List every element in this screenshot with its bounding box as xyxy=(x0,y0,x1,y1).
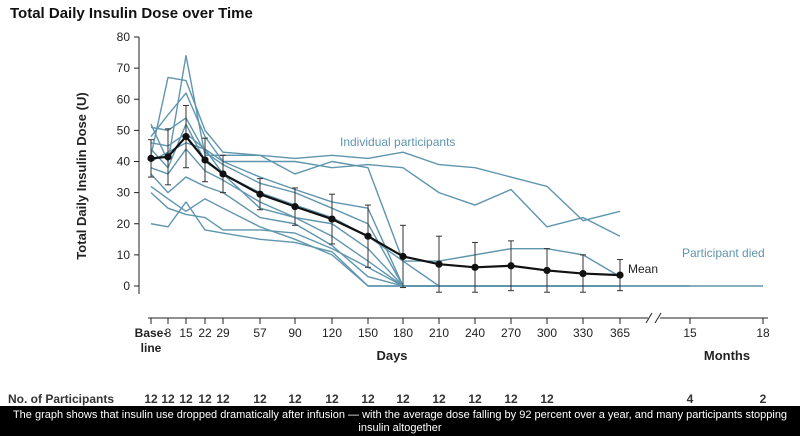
y-tick-label: 30 xyxy=(117,186,131,200)
y-tick-label: 0 xyxy=(123,279,130,293)
annotation-participant-died: Participant died xyxy=(682,246,765,260)
x-tick-label: 210 xyxy=(429,326,449,340)
mean-point xyxy=(256,190,264,198)
annotation-mean: Mean xyxy=(628,262,658,276)
x-tick-label: 180 xyxy=(393,326,413,340)
annotation-individual-participants: Individual participants xyxy=(340,135,455,149)
participants-count: 4 xyxy=(686,392,694,406)
x-tick-label: 15 xyxy=(683,326,697,340)
x-axis-label-months: Months xyxy=(704,348,750,363)
x-tick-label: 120 xyxy=(322,326,342,340)
x-tick-label: Base-line xyxy=(135,326,168,355)
individual-participant-line xyxy=(150,92,763,287)
mean-point xyxy=(291,203,299,211)
participants-count: 12 xyxy=(540,392,554,406)
x-tick-label: 300 xyxy=(537,326,557,340)
participants-row-label: No. of Participants xyxy=(8,392,115,406)
participants-count: 12 xyxy=(288,392,302,406)
participants-count: 12 xyxy=(504,392,518,406)
mean-point xyxy=(543,266,551,275)
participants-count: 12 xyxy=(396,392,410,406)
caption-bar: The graph shows that insulin use dropped… xyxy=(0,406,800,436)
x-axis-label-days: Days xyxy=(376,348,407,363)
individual-participant-line xyxy=(150,117,620,287)
axis-break-mark xyxy=(645,312,653,324)
mean-point xyxy=(328,215,336,223)
mean-point xyxy=(219,170,227,178)
participants-count: 12 xyxy=(144,392,158,406)
x-tick-label: 270 xyxy=(501,326,521,340)
mean-point xyxy=(164,153,172,161)
x-tick-label: 18 xyxy=(756,326,770,340)
individual-participant-line xyxy=(150,76,621,278)
individual-series-group xyxy=(150,54,763,287)
participants-count: 12 xyxy=(361,392,375,406)
participants-count: 12 xyxy=(253,392,267,406)
axis-break-mark xyxy=(654,312,662,324)
mean-point xyxy=(201,156,209,164)
x-tick-label: 57 xyxy=(253,326,267,340)
participants-count: 2 xyxy=(759,392,767,406)
x-tick-label: 15 xyxy=(179,326,193,340)
participants-count: 12 xyxy=(198,392,212,406)
x-tick-label: 240 xyxy=(465,326,485,340)
x-tick-label: 330 xyxy=(573,326,593,340)
y-tick-label: 20 xyxy=(117,217,131,231)
mean-series-group xyxy=(147,104,624,293)
mean-point xyxy=(399,252,407,261)
y-tick-label: 70 xyxy=(117,61,131,75)
participants-count: 12 xyxy=(216,392,230,406)
x-tick-label: 365 xyxy=(610,326,630,340)
mean-point xyxy=(147,154,155,162)
y-tick-label: 80 xyxy=(117,30,131,44)
participants-row: No. of Participants 12 12 12 12 12 12 12 12 12 12… xyxy=(0,392,800,408)
mean-point xyxy=(471,263,479,271)
individual-participant-line xyxy=(150,148,620,287)
y-axis-label: Total Daily Insulin Dose (U) xyxy=(74,92,89,259)
annotations: Individual participants Mean Participant d… xyxy=(340,135,765,276)
participants-count: 12 xyxy=(432,392,446,406)
participants-count: 12 xyxy=(325,392,339,406)
x-tick-label: 22 xyxy=(198,326,212,340)
x-tick-label: 8 xyxy=(165,326,172,340)
mean-point xyxy=(364,232,372,240)
chart-title: Total Daily Insulin Dose over Time xyxy=(10,5,253,22)
y-tick-label: 40 xyxy=(117,155,131,169)
mean-point xyxy=(435,260,443,268)
mean-point xyxy=(579,269,587,278)
mean-point xyxy=(616,271,624,279)
y-tick-label: 10 xyxy=(117,248,131,262)
individual-participant-line xyxy=(150,132,621,237)
participants-count: 12 xyxy=(161,392,175,406)
y-axis: 0 10 20 30 40 50 60 70 80 xyxy=(117,30,140,294)
mean-line xyxy=(150,135,621,277)
mean-point xyxy=(182,133,190,141)
participants-count: 12 xyxy=(179,392,193,406)
x-tick-label: 150 xyxy=(358,326,378,340)
x-tick-label: 90 xyxy=(288,326,302,340)
mean-point xyxy=(507,262,515,270)
participants-count: 12 xyxy=(468,392,482,406)
y-tick-label: 50 xyxy=(117,123,131,137)
x-tick-label: 29 xyxy=(216,326,230,340)
y-tick-label: 60 xyxy=(117,92,131,106)
